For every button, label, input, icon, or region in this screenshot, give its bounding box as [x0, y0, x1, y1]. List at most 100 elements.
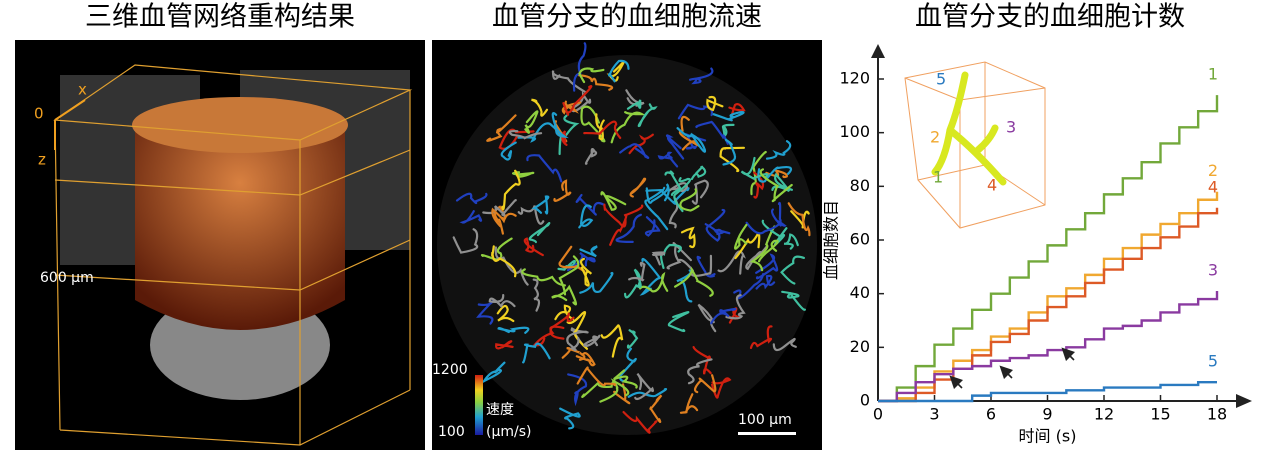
vessel	[572, 42, 587, 92]
vessel	[524, 110, 539, 134]
vessel	[578, 74, 614, 91]
inset: 5 2 3 1 4	[904, 61, 1046, 229]
vessel	[526, 154, 563, 183]
vessel	[629, 177, 647, 198]
y-axis-arrow	[871, 44, 885, 58]
flow-image: 1200 100 速度 (µm/s) 100 µm	[432, 40, 822, 450]
vessel	[600, 324, 624, 358]
vessel	[687, 358, 713, 385]
vessel	[780, 255, 805, 285]
vessel	[678, 115, 700, 151]
vessel	[645, 187, 690, 205]
vessel	[561, 346, 586, 361]
vessel	[722, 138, 737, 166]
colorbar-label: 1200	[432, 362, 468, 378]
vessel	[517, 205, 545, 225]
vessel	[452, 228, 479, 254]
vessel	[579, 245, 598, 258]
vessel	[765, 140, 792, 160]
vessel	[676, 127, 707, 153]
vessel	[692, 346, 712, 375]
vessel	[628, 133, 654, 155]
series-label: 2	[1208, 161, 1218, 180]
y-tick-label: 60	[850, 230, 870, 249]
vessel	[749, 225, 776, 272]
vessel	[480, 361, 506, 384]
vessel	[697, 303, 717, 333]
vessel	[578, 67, 605, 84]
vessel	[625, 89, 645, 107]
vessel	[494, 246, 529, 286]
vessel	[554, 304, 575, 321]
inset-label: 3	[1006, 118, 1016, 137]
vessel	[712, 111, 745, 122]
vessel	[579, 257, 593, 287]
vessel	[624, 268, 642, 299]
vessel	[651, 251, 666, 266]
vessel	[673, 177, 692, 213]
vessel	[706, 95, 724, 112]
vessel	[689, 67, 714, 85]
vessel	[714, 228, 731, 235]
vessel	[584, 147, 598, 165]
vessel	[567, 373, 588, 407]
vessel	[486, 114, 517, 142]
inset-label: 1	[933, 168, 943, 187]
x-axis-arrow	[1236, 394, 1252, 408]
series-line	[878, 95, 1219, 403]
series-label: 1	[1208, 65, 1218, 84]
series-line	[878, 381, 1217, 403]
colorbar-title: 速度	[486, 402, 514, 418]
vessel	[500, 141, 517, 161]
vessel	[639, 271, 669, 293]
vessel	[711, 377, 732, 399]
x-axis-label: 时间 (s)	[1019, 427, 1077, 446]
y-tick-label: 120	[839, 69, 870, 88]
vessel	[734, 223, 748, 250]
vessel	[628, 261, 646, 282]
vessel	[733, 273, 765, 300]
y-tick-label: 20	[850, 337, 870, 356]
vessel	[783, 233, 799, 250]
vessel	[575, 352, 596, 367]
vessel	[455, 192, 488, 205]
vessel	[521, 268, 566, 287]
vessel	[488, 294, 516, 309]
y-axis-label: 血细胞数目	[822, 200, 841, 280]
vessel	[583, 334, 601, 348]
vessel	[693, 374, 717, 394]
axis-label: 0	[34, 105, 44, 123]
vessel	[576, 366, 617, 387]
vessel	[749, 325, 773, 349]
vessel	[558, 255, 580, 296]
inset-label: 4	[987, 176, 997, 195]
vessel	[603, 203, 627, 228]
vessel	[558, 114, 580, 156]
x-tick-label: 18	[1207, 405, 1227, 424]
vessel	[619, 143, 650, 159]
y-tick-label: 0	[860, 391, 870, 410]
vessel	[566, 311, 589, 350]
vessel	[668, 182, 689, 192]
vessel	[553, 179, 572, 202]
inset-label: 5	[936, 70, 946, 89]
vessel	[674, 266, 714, 297]
panel-title: 血管分支的血细胞流速	[492, 2, 762, 33]
vessel	[679, 393, 699, 414]
vessel	[491, 245, 517, 278]
vessel	[734, 231, 761, 260]
vessel	[665, 134, 685, 160]
y-tick-label: 100	[839, 122, 870, 141]
vessel	[757, 165, 793, 183]
vessel	[551, 112, 569, 139]
vessel	[660, 243, 682, 269]
vessel	[512, 170, 535, 178]
vessel	[551, 284, 578, 306]
vessel	[772, 337, 797, 352]
vessel	[531, 195, 550, 215]
vessel	[721, 123, 735, 140]
vessel	[691, 179, 709, 205]
vessel	[644, 216, 661, 237]
